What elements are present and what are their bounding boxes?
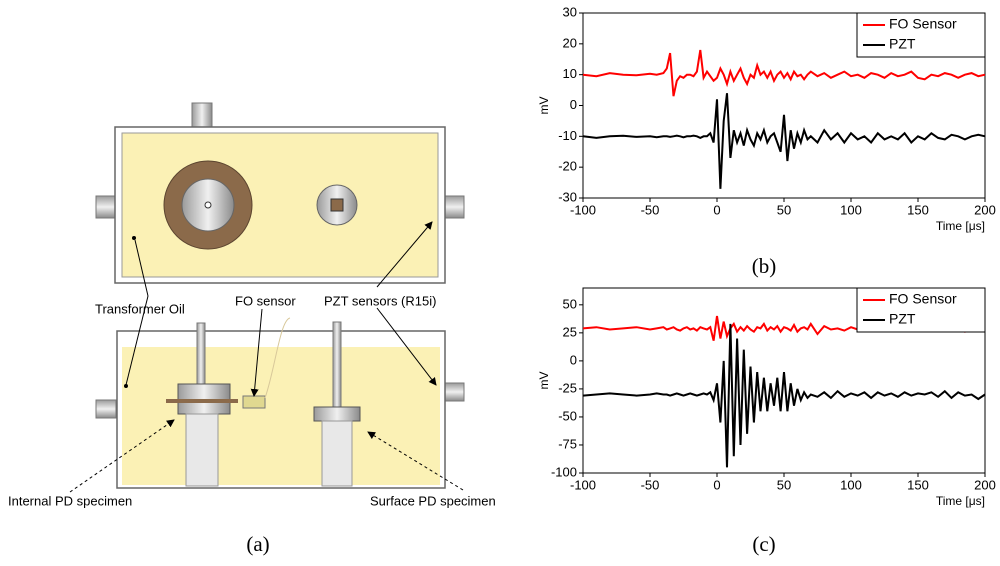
series-line <box>582 49 986 97</box>
y-tick-label: -25 <box>558 380 577 395</box>
y-tick-label: -30 <box>558 189 577 204</box>
y-tick-label: -75 <box>558 436 577 451</box>
label: Transformer Oil <box>95 301 185 316</box>
y-tick-label: -100 <box>551 464 577 479</box>
legend-box <box>856 287 986 333</box>
x-tick-label: 0 <box>713 477 720 492</box>
leader <box>376 221 433 288</box>
y-tick-label: 50 <box>563 296 577 311</box>
label: Internal PD specimen <box>8 493 132 508</box>
dot <box>124 384 128 388</box>
fo-sensor <box>242 395 266 409</box>
y-tick-label: 30 <box>563 4 577 19</box>
rod <box>332 321 342 409</box>
y-tick-label: -50 <box>558 408 577 423</box>
x-tick-label: 150 <box>907 202 929 217</box>
oil-side <box>122 347 440 485</box>
x-tick-label: 100 <box>840 202 862 217</box>
series-line <box>582 323 986 468</box>
pipe <box>95 399 117 419</box>
y-tick-label: 25 <box>563 324 577 339</box>
label: FO sensor <box>235 293 296 308</box>
y-tick-label: -10 <box>558 128 577 143</box>
legend-label: FO Sensor <box>889 16 957 32</box>
legend-label: FO Sensor <box>889 291 957 307</box>
x-tick-label: -50 <box>641 202 660 217</box>
square <box>330 198 344 212</box>
y-tick-label: 10 <box>563 66 577 81</box>
insulator <box>185 413 219 487</box>
x-tick-label: 200 <box>974 202 996 217</box>
insulator <box>321 420 353 487</box>
leader <box>367 431 464 491</box>
leader <box>134 239 149 297</box>
caption: (c) <box>752 532 775 556</box>
leader <box>376 307 437 386</box>
pipe <box>443 382 465 402</box>
dot <box>132 236 136 240</box>
x-tick-label: 200 <box>974 477 996 492</box>
label: PZT sensors (R15i) <box>324 293 436 308</box>
x-tick-label: 100 <box>840 477 862 492</box>
pipe <box>95 195 117 219</box>
x-tick-label: 150 <box>907 477 929 492</box>
pipe <box>191 102 213 128</box>
caption: (a) <box>246 532 269 556</box>
electrode <box>313 406 361 422</box>
pipe <box>443 195 465 219</box>
x-tick-label: 0 <box>713 202 720 217</box>
x-tick-label: -50 <box>641 477 660 492</box>
x-axis-label: Time [μs] <box>936 219 985 233</box>
y-tick-label: 0 <box>570 97 577 112</box>
y-axis-label: mV <box>537 97 551 115</box>
label: Surface PD specimen <box>370 493 496 508</box>
leader <box>250 308 263 397</box>
leader <box>125 295 149 386</box>
caption: (b) <box>752 254 777 278</box>
disc <box>166 399 238 403</box>
diagram: Transformer Oil FO sensor PZT sensors (R… <box>8 102 496 556</box>
x-tick-label: 50 <box>777 477 791 492</box>
legend-label: PZT <box>889 36 916 52</box>
rod <box>196 322 206 386</box>
legend-box <box>856 12 986 58</box>
x-axis-label: Time [μs] <box>936 494 985 508</box>
y-tick-label: 0 <box>570 352 577 367</box>
series-line <box>582 93 986 189</box>
legend-label: PZT <box>889 311 916 327</box>
chart: -100 -75 -50 -25 0 25 50 -100 -50 0 50 100 150 200 mV T… <box>537 287 996 556</box>
x-tick-label: 50 <box>777 202 791 217</box>
y-tick-label: 20 <box>563 35 577 50</box>
fiber <box>264 317 291 399</box>
hole <box>204 201 212 209</box>
x-tick-label: -100 <box>570 202 596 217</box>
x-tick-label: -100 <box>570 477 596 492</box>
y-axis-label: mV <box>537 372 551 390</box>
y-tick-label: -20 <box>558 159 577 174</box>
